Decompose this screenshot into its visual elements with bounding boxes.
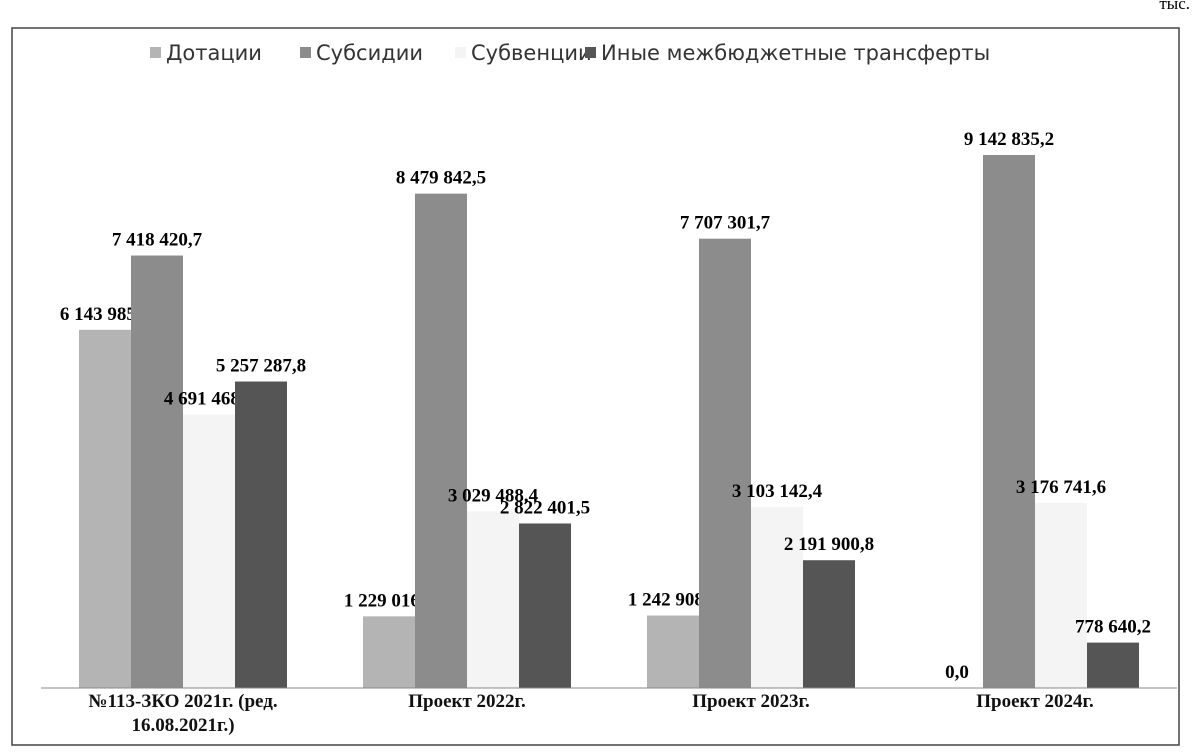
value-label: 1 229 016,0 [344, 590, 434, 611]
legend-swatch [455, 47, 466, 58]
legend-swatch [585, 47, 596, 58]
legend-label: Субсидии [316, 41, 423, 65]
legend-label: Дотации [166, 41, 262, 65]
chart-frame [11, 27, 1180, 746]
value-label: 7 707 301,7 [680, 213, 771, 234]
bar [415, 193, 467, 688]
bar [363, 616, 415, 688]
value-label: 6 143 985,2 [60, 304, 150, 325]
legend-swatch [300, 47, 311, 58]
legend-label: Иные межбюджетные трансферты [601, 41, 990, 65]
bar [235, 381, 287, 688]
value-label: 3 176 741,6 [1016, 477, 1106, 498]
value-label: 8 479 842,5 [396, 168, 486, 189]
value-label: 4 691 468,9 [164, 389, 254, 410]
unit-label: тыс. [1159, 0, 1190, 13]
x-tick-label: Проект 2023г. [692, 691, 810, 712]
value-label: 2 822 401,5 [500, 497, 590, 518]
value-label: 9 142 835,2 [964, 129, 1054, 150]
value-label: 3 029 488,4 [448, 485, 539, 506]
legend-swatch [150, 47, 161, 58]
bar [79, 329, 131, 688]
value-label: 0,0 [945, 662, 969, 683]
x-tick-label: №113-ЗКО 2021г. (ред. 16.08.2021г.) [88, 691, 278, 736]
value-label: 7 418 420,7 [112, 230, 203, 251]
value-label: 1 242 908,9 [628, 590, 718, 611]
value-label: 3 103 142,4 [732, 481, 823, 502]
bar [1087, 642, 1139, 688]
x-tick-label: Проект 2024г. [976, 691, 1094, 712]
bar [1035, 502, 1087, 688]
value-label: 5 257 287,8 [216, 356, 306, 377]
bar [467, 511, 519, 688]
value-label: 2 191 900,8 [784, 534, 874, 555]
bar [519, 523, 571, 688]
x-tick-label: Проект 2022г. [408, 691, 526, 712]
bar [131, 255, 183, 689]
value-label: 778 640,2 [1075, 617, 1151, 638]
bar [699, 238, 751, 688]
bar [803, 560, 855, 688]
bar [183, 414, 235, 688]
bar [983, 155, 1035, 688]
legend-label: Субвенции [471, 41, 592, 65]
bar [751, 507, 803, 688]
bar [647, 615, 699, 688]
